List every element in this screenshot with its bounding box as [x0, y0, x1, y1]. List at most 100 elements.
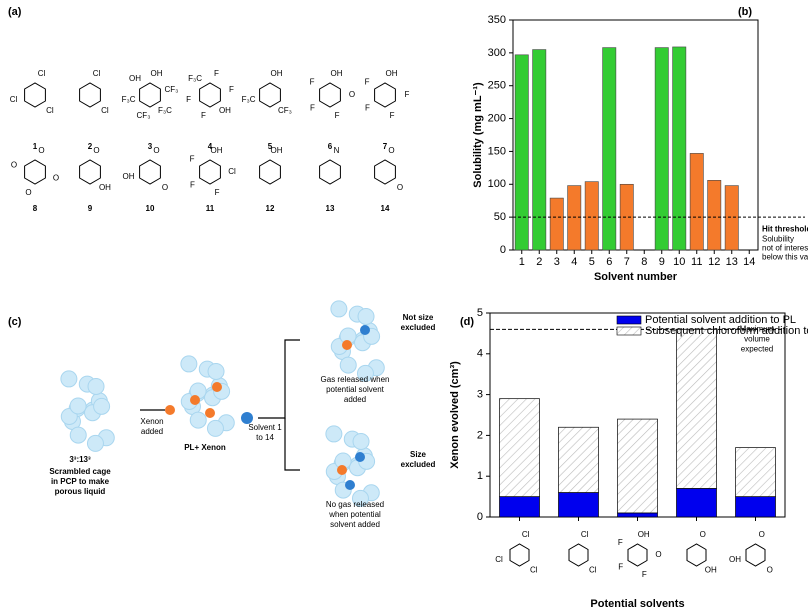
- molecule-ring: [259, 82, 281, 108]
- bar-segment: [558, 426, 599, 493]
- compound-number: 10: [146, 204, 155, 213]
- threshold-note: Solubility: [762, 234, 794, 243]
- bar: [567, 185, 582, 251]
- molecule-ring: [509, 543, 530, 567]
- pcp-bubble: [339, 356, 357, 374]
- diagram-text: Not size: [403, 313, 434, 322]
- y-axis-label: Solubility (mg mL⁻¹): [472, 82, 484, 188]
- compound-number: 5: [268, 142, 273, 151]
- atom-label: Cl: [101, 106, 109, 115]
- molecule-ring: [139, 159, 161, 185]
- bar-segment: [499, 398, 540, 497]
- bar: [532, 49, 547, 251]
- molecule-ring: [79, 82, 101, 108]
- pcp-bubble: [86, 434, 104, 452]
- bar: [707, 180, 722, 251]
- threshold-title: Hit threshold:: [762, 224, 808, 233]
- molecule-ring: [627, 543, 648, 567]
- atom-label: CF₃: [278, 106, 292, 115]
- bar: [672, 46, 687, 251]
- atom-label: CF₃: [164, 85, 178, 94]
- atom-label: O: [700, 530, 706, 539]
- atom-label: OH: [123, 172, 135, 181]
- plot-frame: [512, 19, 759, 251]
- atom-label: OH: [211, 146, 223, 155]
- diagram-text: Gas released when: [321, 375, 390, 384]
- start-title: 3³:13³: [69, 455, 91, 464]
- y-axis-label: Xenon evolved (cm³): [449, 361, 461, 469]
- atom-label: F: [190, 180, 195, 189]
- y-tick-label: 250: [488, 80, 506, 92]
- panel-label: (d): [460, 316, 474, 328]
- atom-label: OH: [99, 183, 111, 192]
- atom-label: O: [25, 188, 31, 197]
- diagram-text: when potential: [328, 510, 381, 519]
- atom-label: F: [229, 85, 234, 94]
- pcp-bubble: [69, 397, 87, 415]
- atom-label: F₃C: [122, 95, 136, 104]
- atom-label: F: [215, 188, 220, 197]
- atom-label: F: [618, 563, 623, 572]
- compound-number: 6: [328, 142, 333, 151]
- bar-segment: [499, 496, 540, 518]
- bar-segment: [617, 418, 658, 514]
- atom-label: OH: [386, 69, 398, 78]
- atom-label: O: [767, 566, 773, 575]
- compound-number: 14: [381, 204, 390, 213]
- bar-segment: [735, 496, 776, 518]
- reference-label: volume: [744, 334, 770, 343]
- atom-label: O: [93, 146, 99, 155]
- molecule-ring: [199, 159, 221, 185]
- diagram-text: No gas released: [326, 500, 384, 509]
- y-tick-label: 0: [500, 244, 506, 256]
- guest: [355, 452, 365, 462]
- molecule-ring: [686, 543, 707, 567]
- atom-label: O: [655, 550, 661, 559]
- diagram-text: Xenon: [140, 417, 163, 426]
- y-tick-label: 50: [494, 211, 506, 223]
- diagram-text: in PCP to make: [51, 477, 110, 486]
- atom-label: OH: [219, 106, 231, 115]
- x-tick-label: 6: [606, 256, 612, 268]
- x-axis-label: Potential solvents: [590, 598, 684, 610]
- pcp-bubble: [357, 307, 375, 325]
- arrow: [284, 418, 300, 471]
- molecule-ring: [319, 159, 341, 185]
- atom-label: OH: [129, 74, 141, 83]
- molecule-ring: [79, 159, 101, 185]
- atom-label: Cl: [228, 167, 236, 176]
- guest: [345, 480, 355, 490]
- atom-label: O: [388, 146, 394, 155]
- y-tick-label: 2: [477, 429, 483, 441]
- bar: [514, 54, 529, 251]
- diagram-text: Scrambled cage: [49, 467, 111, 476]
- compound-number: 13: [326, 204, 335, 213]
- atom-label: Cl: [495, 555, 503, 564]
- bar-segment: [617, 512, 658, 518]
- molecule-ring: [139, 82, 161, 108]
- diagram-text: to 14: [256, 433, 274, 442]
- compound-number: 11: [206, 204, 215, 213]
- atom-label: F₃C: [188, 74, 202, 83]
- panel-label: (b): [738, 6, 752, 18]
- atom-label: F: [310, 103, 315, 112]
- guest: [205, 408, 215, 418]
- x-tick-label: 9: [659, 256, 665, 268]
- molecule-ring: [568, 543, 589, 567]
- pcp-bubble: [69, 426, 87, 444]
- atom-label: F: [390, 111, 395, 120]
- diagram-text: added: [141, 427, 163, 436]
- atom-label: OH: [638, 530, 650, 539]
- pcp-bubble: [325, 425, 343, 443]
- atom-label: OH: [331, 69, 343, 78]
- atom-label: F: [365, 77, 370, 86]
- atom-label: Cl: [581, 530, 589, 539]
- atom-label: F: [642, 570, 647, 579]
- x-tick-label: 11: [691, 256, 702, 268]
- bar: [584, 181, 599, 251]
- molecule-ring: [745, 543, 766, 567]
- compound-number: 3: [148, 142, 153, 151]
- x-tick-label: 5: [589, 256, 595, 268]
- x-tick-label: 4: [571, 256, 577, 268]
- x-tick-label: 14: [743, 256, 755, 268]
